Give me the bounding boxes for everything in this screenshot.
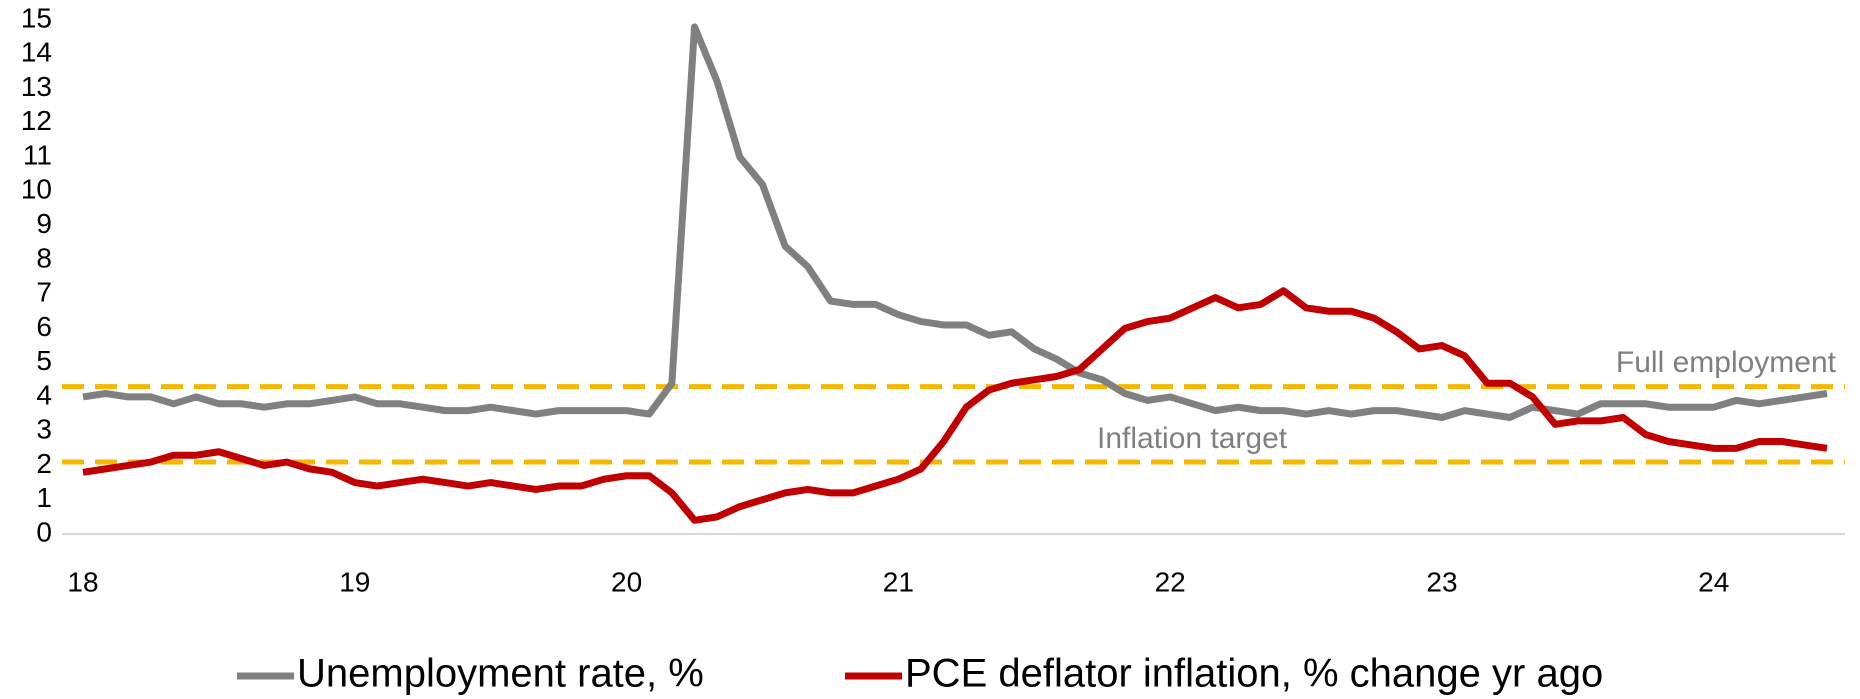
x-tick-label: 22 [1155,566,1186,597]
y-tick-label: 13 [21,71,52,102]
x-tick-label: 24 [1698,566,1729,597]
y-tick-label: 9 [36,208,52,239]
y-tick-label: 11 [23,139,52,170]
y-tick-label: 12 [21,105,52,136]
x-tick-label: 19 [339,566,370,597]
series-line [82,23,1828,421]
y-tick-label: 1 [36,482,52,513]
y-tick-label: 2 [36,448,52,479]
y-tick-label: 8 [36,242,52,273]
series-line [82,287,1828,524]
annotation: Full employment [1616,346,1837,379]
y-tick-label: 10 [21,174,52,205]
x-tick-label: 21 [883,566,914,597]
y-tick-label: 6 [36,311,52,342]
y-tick-label: 3 [36,414,52,445]
x-tick-label: 18 [67,566,98,597]
x-tick-label: 23 [1426,566,1457,597]
annotation: Inflation target [1097,422,1288,455]
legend-label: PCE deflator inflation, % change yr ago [905,652,1603,696]
y-tick-label: 7 [36,277,52,308]
y-tick-label: 4 [36,379,52,410]
x-tick-label: 20 [611,566,642,597]
y-tick-label: 14 [21,37,52,68]
y-tick-label: 0 [36,516,52,547]
legend-label: Unemployment rate, % [297,652,704,696]
y-tick-label: 5 [36,345,52,376]
y-tick-label: 15 [21,2,52,33]
